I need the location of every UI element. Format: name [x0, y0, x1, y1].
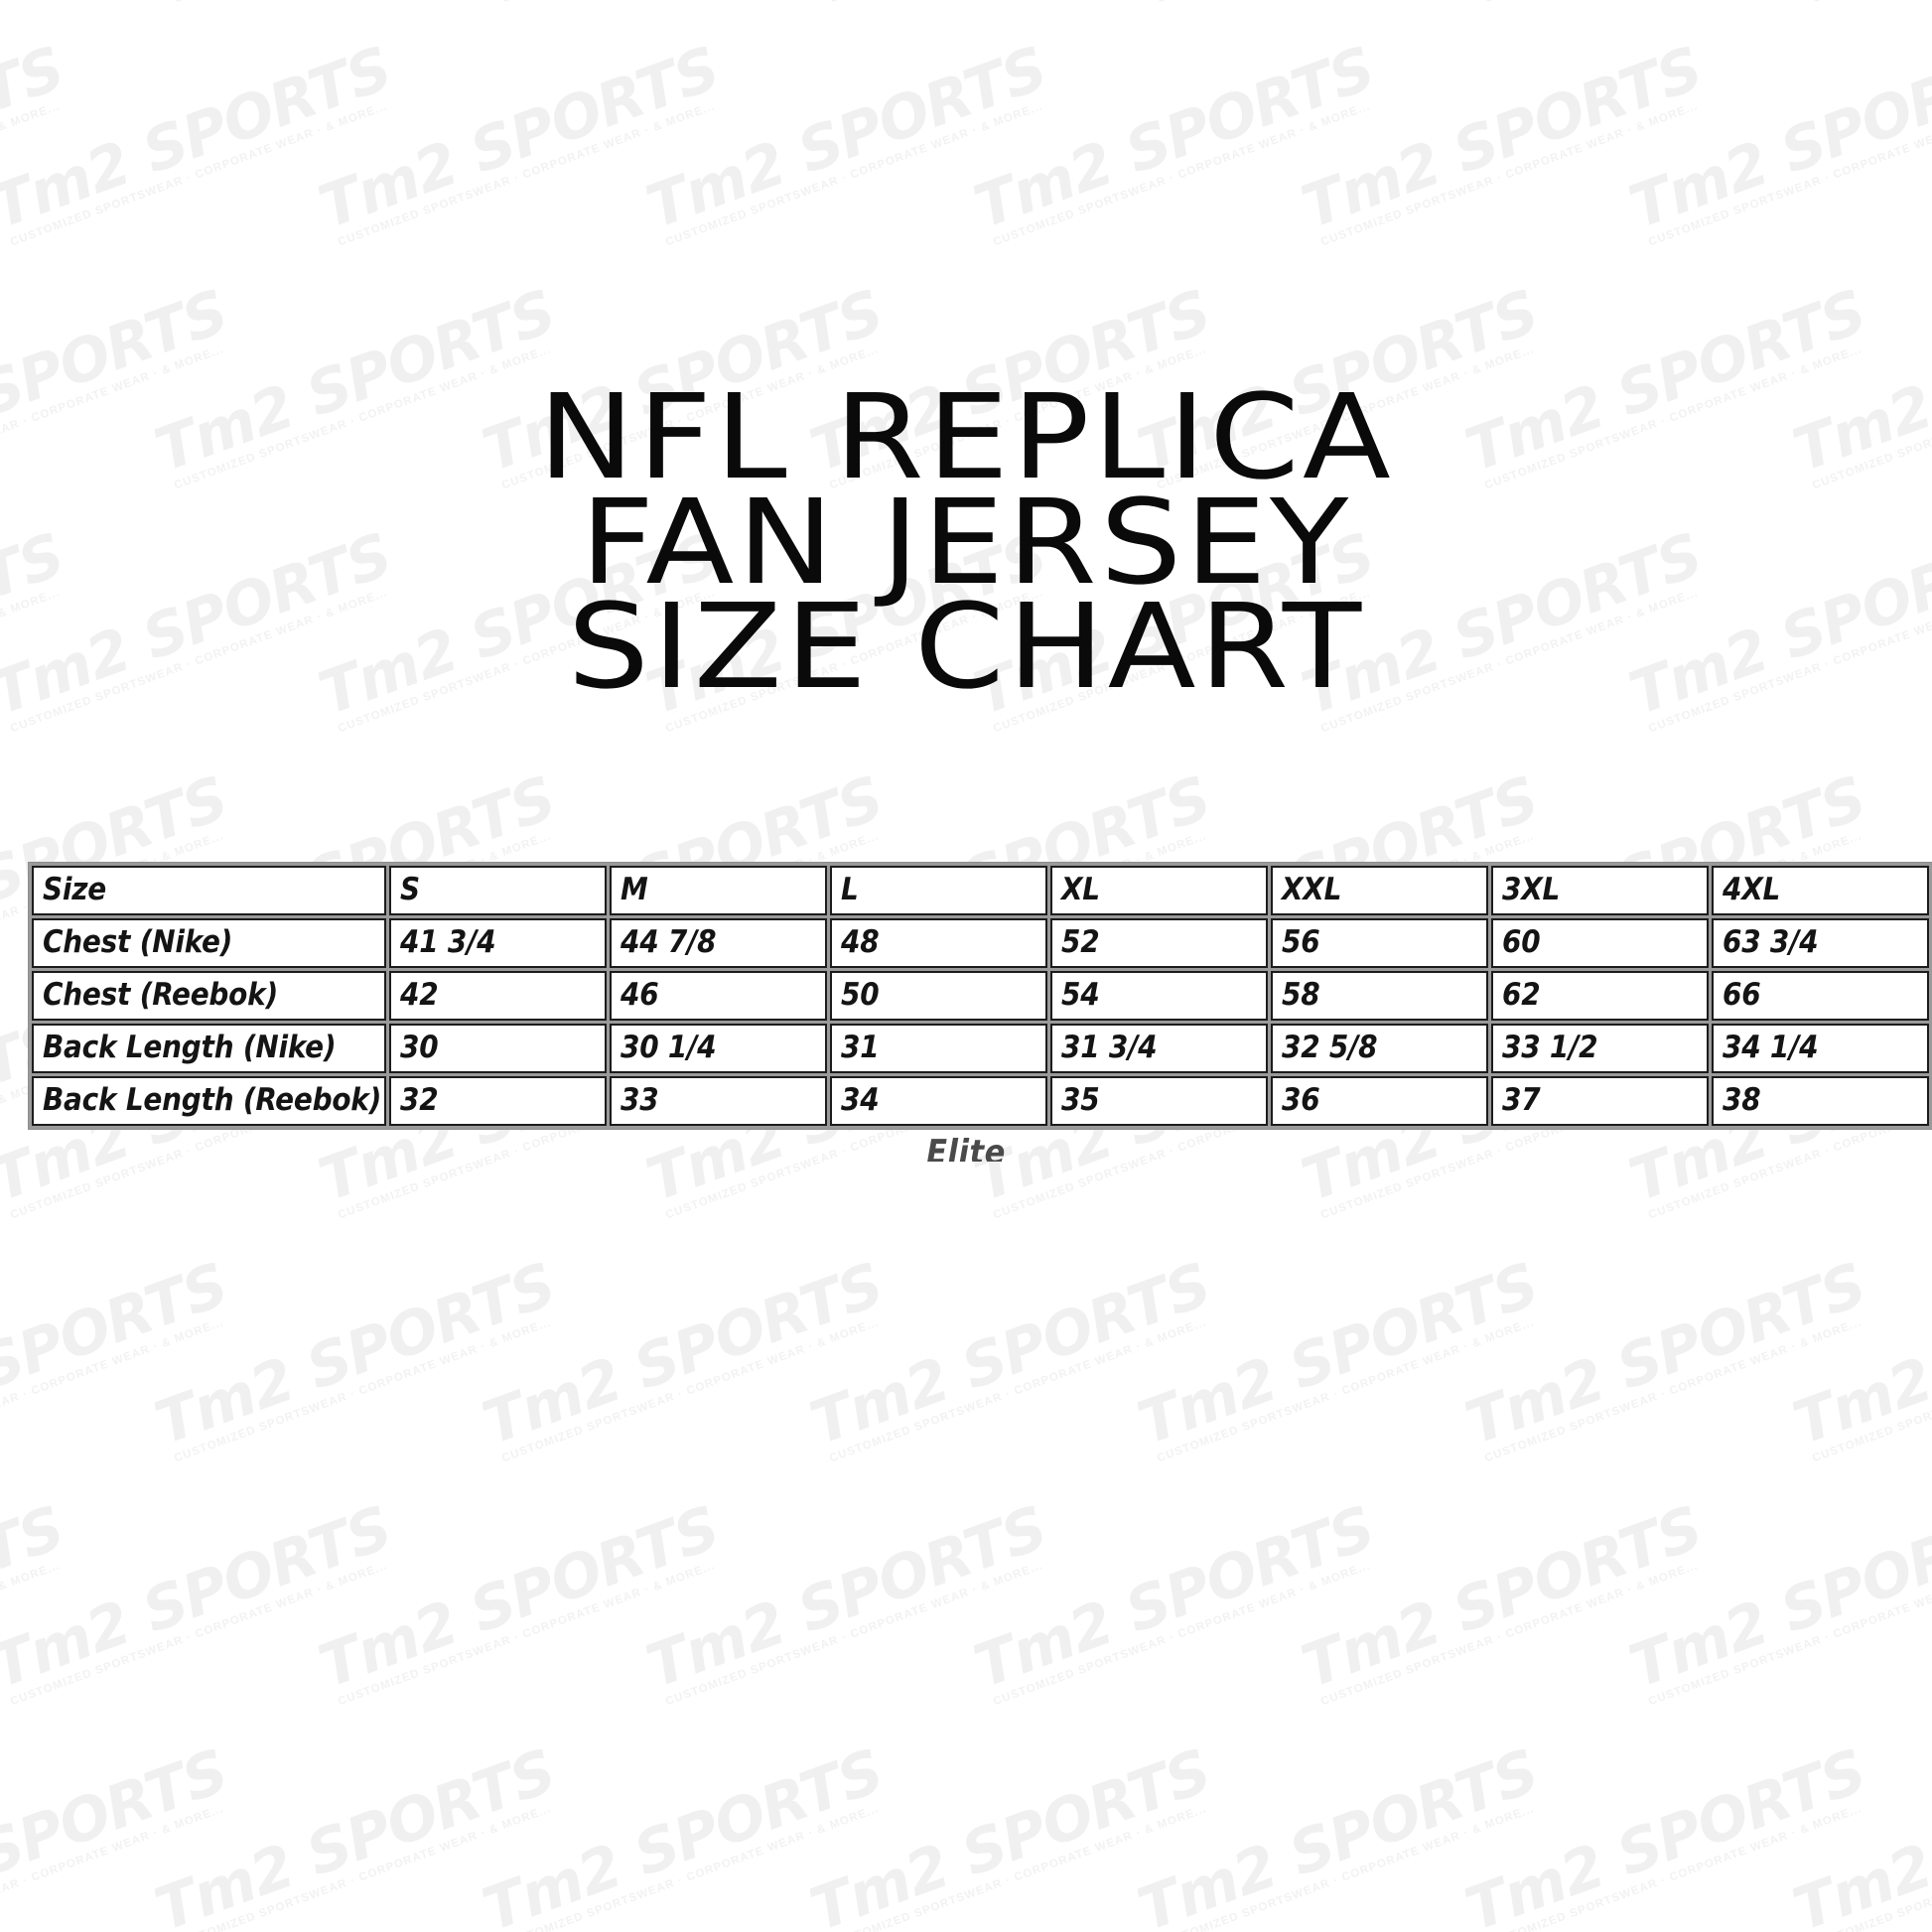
- column-header-size: Size: [32, 866, 386, 915]
- measurement-cell: 32 5/8: [1271, 1024, 1488, 1073]
- measurement-cell: 35: [1050, 1076, 1268, 1126]
- measurement-cell: 50: [830, 971, 1047, 1021]
- size-chart-container: Size S M L XL XXL 3XL 4XL Chest (Nike) 41 3/4 44 7…: [28, 862, 1932, 1130]
- measurement-cell: 54: [1050, 971, 1268, 1021]
- column-header-s: S: [389, 866, 607, 915]
- measurement-cell: 33 1/2: [1491, 1024, 1709, 1073]
- column-header-xl: XL: [1050, 866, 1268, 915]
- measurement-cell: 34 1/4: [1712, 1024, 1929, 1073]
- measurement-cell: 58: [1271, 971, 1488, 1021]
- measurement-cell: 60: [1491, 918, 1709, 968]
- column-header-xxl: XXL: [1271, 866, 1488, 915]
- measurement-cell: 30 1/4: [610, 1024, 827, 1073]
- column-header-l: L: [830, 866, 1047, 915]
- column-header-4xl: 4XL: [1712, 866, 1929, 915]
- elite-caption-text: Elite: [926, 1136, 1006, 1162]
- row-label: Back Length (Reebok): [32, 1076, 386, 1126]
- measurement-cell: 42: [389, 971, 607, 1021]
- row-label: Back Length (Nike): [32, 1024, 386, 1073]
- measurement-cell: 46: [610, 971, 827, 1021]
- table-header-row: Size S M L XL XXL 3XL 4XL: [32, 866, 1929, 915]
- measurement-cell: 52: [1050, 918, 1268, 968]
- measurement-cell: 44 7/8: [610, 918, 827, 968]
- measurement-cell: 41 3/4: [389, 918, 607, 968]
- table-row: Back Length (Reebok) 32 33 34 35 36 37 38: [32, 1076, 1929, 1126]
- measurement-cell: 56: [1271, 918, 1488, 968]
- measurement-cell: 31: [830, 1024, 1047, 1073]
- measurement-cell: 33: [610, 1076, 827, 1126]
- page-title-line-3: SIZE CHART: [567, 578, 1365, 716]
- table-row: Back Length (Nike) 30 30 1/4 31 31 3/4 32 5/8…: [32, 1024, 1929, 1073]
- measurement-cell: 32: [389, 1076, 607, 1126]
- measurement-cell: 48: [830, 918, 1047, 968]
- elite-caption: Elite: [0, 1136, 1932, 1162]
- table-row: Chest (Reebok) 42 46 50 54 58 62 66: [32, 971, 1929, 1021]
- column-header-3xl: 3XL: [1491, 866, 1709, 915]
- measurement-cell: 31 3/4: [1050, 1024, 1268, 1073]
- page-title-line-2: FAN JERSEY: [580, 473, 1352, 611]
- measurement-cell: 36: [1271, 1076, 1488, 1126]
- measurement-cell: 38: [1712, 1076, 1929, 1126]
- measurement-cell: 37: [1491, 1076, 1709, 1126]
- measurement-cell: 66: [1712, 971, 1929, 1021]
- page-title: NFL REPLICA FAN JERSEY SIZE CHART: [0, 368, 1932, 716]
- measurement-cell: 30: [389, 1024, 607, 1073]
- row-label: Chest (Reebok): [32, 971, 386, 1021]
- column-header-m: M: [610, 866, 827, 915]
- measurement-cell: 63 3/4: [1712, 918, 1929, 968]
- page-title-line-1: NFL REPLICA: [537, 368, 1395, 505]
- measurement-cell: 34: [830, 1076, 1047, 1126]
- row-label: Chest (Nike): [32, 918, 386, 968]
- size-chart-table: Size S M L XL XXL 3XL 4XL Chest (Nike) 41 3/4 44 7…: [28, 862, 1932, 1130]
- measurement-cell: 62: [1491, 971, 1709, 1021]
- table-row: Chest (Nike) 41 3/4 44 7/8 48 52 56 60 63 3/4: [32, 918, 1929, 968]
